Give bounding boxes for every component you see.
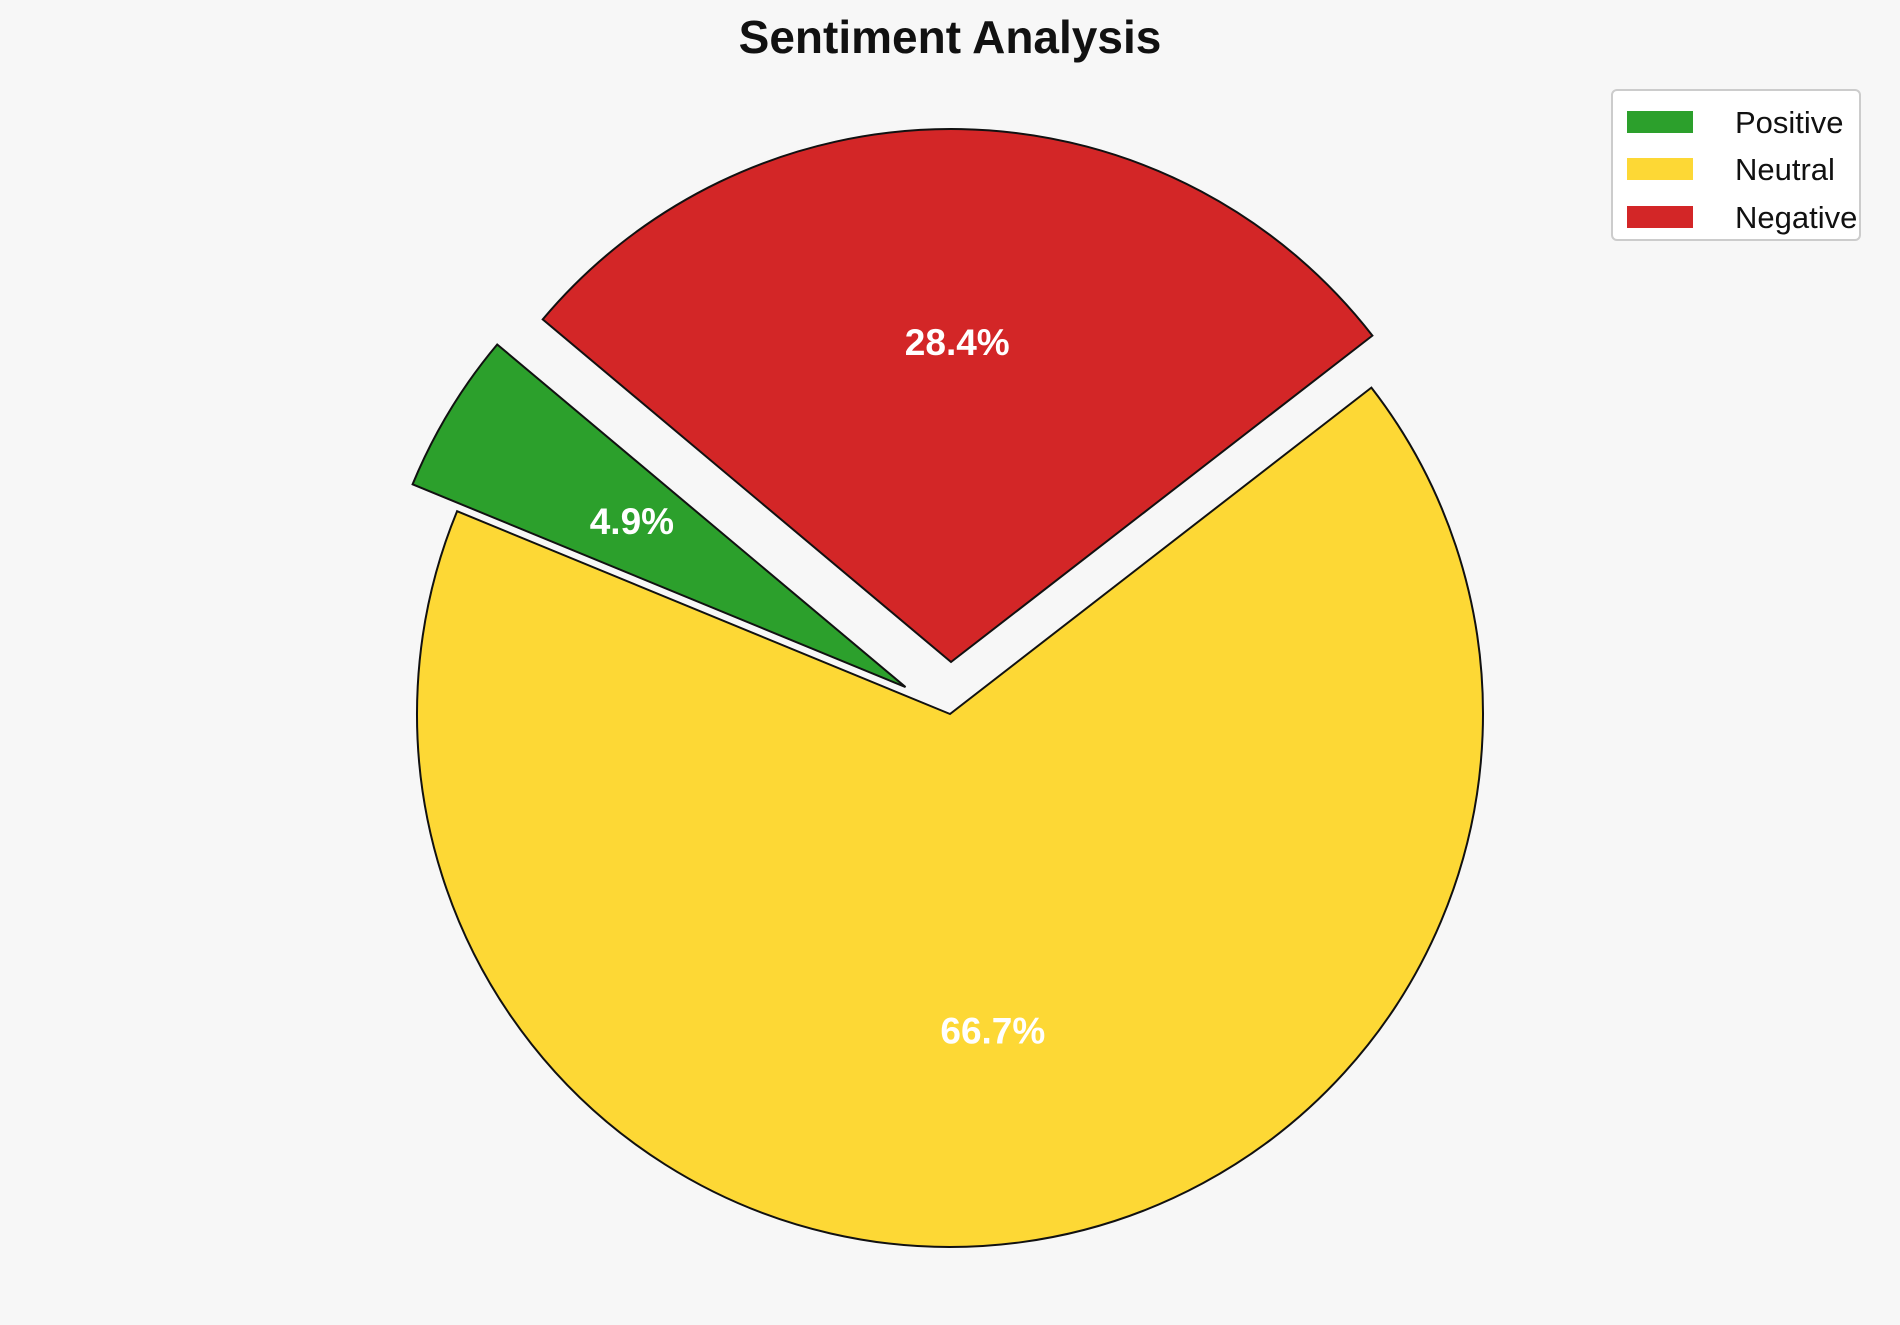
legend-item-negative: Negative [1627, 196, 1857, 236]
legend-item-positive: Positive [1627, 101, 1857, 141]
legend-swatch-neutral [1627, 158, 1693, 180]
legend-label-negative: Negative [1735, 200, 1858, 235]
legend-label-neutral: Neutral [1735, 152, 1835, 187]
legend-item-neutral: Neutral [1627, 148, 1857, 188]
legend-label-positive: Positive [1735, 105, 1844, 140]
legend-swatch-negative [1627, 206, 1693, 228]
legend: Positive Neutral Negative [1611, 89, 1861, 241]
slice-label-neutral: 66.7% [940, 1010, 1045, 1051]
pie-slice-neutral [416, 386, 1484, 1248]
pie-slice-negative [541, 128, 1374, 664]
pie-slice-positive [411, 343, 907, 689]
chart-title: Sentiment Analysis [738, 11, 1162, 63]
slice-label-negative: 28.4% [905, 322, 1010, 363]
pie-slices [411, 128, 1484, 1248]
legend-swatch-positive [1627, 111, 1693, 133]
slice-label-positive: 4.9% [590, 501, 674, 542]
pie-value-labels: 4.9% 66.7% 28.4% [590, 322, 1046, 1052]
